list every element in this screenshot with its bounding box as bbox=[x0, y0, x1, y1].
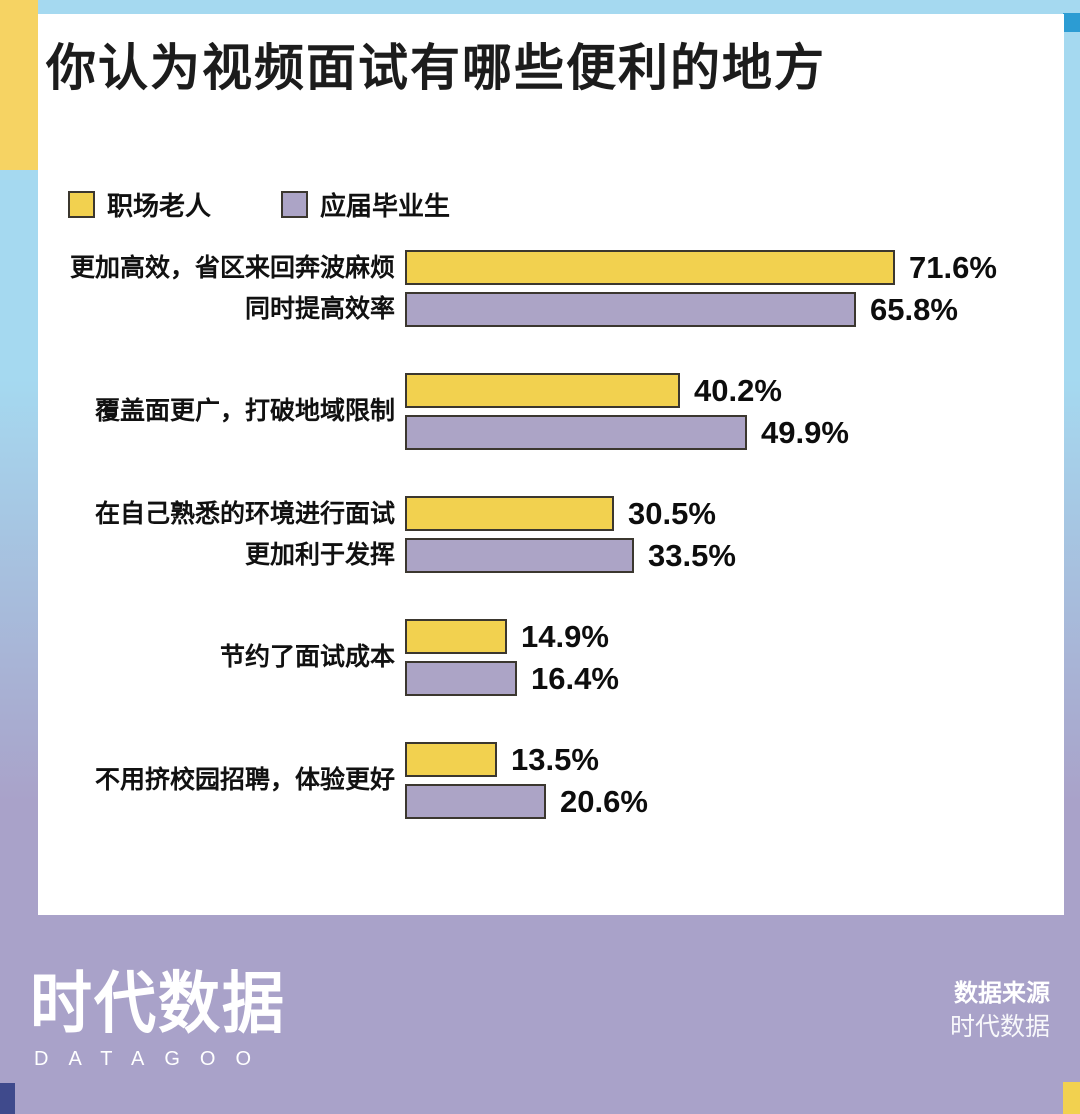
bar-graduates bbox=[405, 784, 546, 819]
bar-graduates bbox=[405, 538, 634, 573]
data-source-label: 数据来源 bbox=[954, 980, 1050, 1007]
chart-row: 更加高效，省区来回奔波麻烦同时提高效率 71.6% 65.8% bbox=[38, 250, 1064, 327]
bar-veterans bbox=[405, 373, 680, 408]
bar-graduates bbox=[405, 415, 747, 450]
value-label-graduates: 33.5% bbox=[648, 537, 736, 573]
value-label-graduates: 49.9% bbox=[761, 414, 849, 450]
value-label-graduates: 20.6% bbox=[560, 783, 648, 819]
category-label: 覆盖面更广，打破地域限制 bbox=[38, 373, 395, 450]
bar-veterans bbox=[405, 742, 497, 777]
category-label-line: 更加高效，省区来回奔波麻烦 bbox=[69, 253, 395, 282]
value-label-veterans: 13.5% bbox=[511, 741, 599, 777]
data-source-block: 数据来源 时代数据 bbox=[950, 978, 1050, 1044]
value-label-veterans: 30.5% bbox=[628, 495, 716, 531]
bar-veterans bbox=[405, 250, 895, 285]
category-label: 节约了面试成本 bbox=[38, 619, 395, 696]
value-label-veterans: 71.6% bbox=[909, 249, 997, 285]
category-label: 更加高效，省区来回奔波麻烦同时提高效率 bbox=[38, 250, 395, 327]
category-label: 不用挤校园招聘，体验更好 bbox=[38, 742, 395, 819]
page-title: 你认为视频面试有哪些便利的地方 bbox=[46, 40, 826, 96]
bar-chart: 更加高效，省区来回奔波麻烦同时提高效率 71.6% 65.8% 覆盖面更广，打破地域限… bbox=[38, 14, 1064, 915]
chart-row: 不用挤校园招聘，体验更好 13.5% 20.6% bbox=[38, 742, 1064, 819]
bar-graduates bbox=[405, 292, 856, 327]
data-source-value: 时代数据 bbox=[949, 1013, 1050, 1041]
chart-card: 你认为视频面试有哪些便利的地方 职场老人 应届毕业生 更加高效，省区来回奔波麻烦同… bbox=[38, 14, 1064, 915]
value-label-graduates: 16.4% bbox=[531, 660, 619, 696]
value-label-veterans: 14.9% bbox=[521, 618, 609, 654]
legend-label-graduates: 应届毕业生 bbox=[320, 191, 451, 221]
bottom-right-yellow-accent bbox=[1063, 1082, 1080, 1114]
brand-logo-en: DATAGOO bbox=[34, 1048, 272, 1070]
bar-veterans bbox=[405, 619, 507, 654]
legend-item-graduates: 应届毕业生 bbox=[281, 186, 450, 223]
bar-veterans bbox=[405, 496, 614, 531]
top-right-blue-accent bbox=[1063, 13, 1080, 32]
category-label-line: 更加利于发挥 bbox=[244, 540, 395, 569]
chart-row: 在自己熟悉的环境进行面试更加利于发挥 30.5% 33.5% bbox=[38, 496, 1064, 573]
chart-row: 节约了面试成本 14.9% 16.4% bbox=[38, 619, 1064, 696]
value-label-veterans: 40.2% bbox=[694, 372, 782, 408]
category-label-line: 节约了面试成本 bbox=[219, 643, 395, 671]
chart-row: 覆盖面更广，打破地域限制 40.2% 49.9% bbox=[38, 373, 1064, 450]
category-label-line: 不用挤校园招聘，体验更好 bbox=[94, 766, 395, 794]
legend-swatch-veterans bbox=[68, 191, 95, 218]
bar-graduates bbox=[405, 661, 517, 696]
legend-swatch-graduates bbox=[281, 191, 309, 218]
legend-item-veterans: 职场老人 bbox=[68, 186, 211, 223]
legend-label-veterans: 职场老人 bbox=[107, 191, 212, 221]
value-label-graduates: 65.8% bbox=[870, 291, 958, 327]
category-label-line: 覆盖面更广，打破地域限制 bbox=[94, 397, 395, 425]
chart-legend: 职场老人 应届毕业生 bbox=[68, 186, 450, 223]
bottom-left-navy-accent bbox=[0, 1083, 15, 1114]
top-left-yellow-accent bbox=[0, 0, 38, 170]
category-label-line: 在自己熟悉的环境进行面试 bbox=[94, 499, 395, 528]
category-label-line: 同时提高效率 bbox=[244, 294, 395, 323]
brand-logo-cn: 时代数据 bbox=[30, 966, 287, 1042]
category-label: 在自己熟悉的环境进行面试更加利于发挥 bbox=[38, 496, 395, 573]
